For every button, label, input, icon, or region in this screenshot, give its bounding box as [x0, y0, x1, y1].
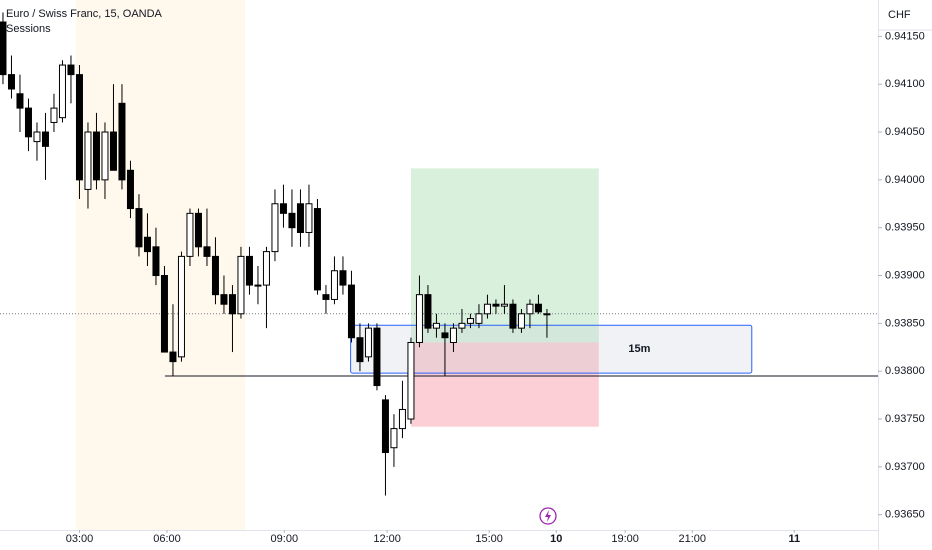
candle-body — [500, 303, 508, 307]
x-tick-label: 19:00 — [611, 533, 639, 545]
candle-body — [160, 275, 168, 353]
candle-body — [517, 313, 525, 329]
candle-body — [279, 203, 287, 214]
x-tick-label: 10 — [550, 533, 562, 545]
candle-body — [347, 284, 355, 339]
candle-body — [143, 236, 151, 253]
candle-body — [381, 399, 389, 454]
candle-body — [288, 212, 296, 229]
candle-body — [50, 107, 58, 123]
candle-body — [135, 208, 143, 248]
candle-body — [126, 169, 134, 210]
candle-body — [16, 93, 24, 109]
event-bolt — [545, 510, 551, 522]
candle-body — [194, 212, 202, 248]
y-tick-label: 0.94150 — [885, 30, 925, 42]
plot: 15m — [0, 0, 878, 530]
loss-zone — [410, 342, 599, 427]
candle-body — [169, 351, 177, 363]
currency-label: CHF — [888, 9, 911, 21]
profit-zone — [410, 168, 599, 343]
candle-body — [84, 131, 92, 190]
x-tick-label: 15:00 — [475, 533, 503, 545]
x-tick-label: 09:00 — [271, 533, 299, 545]
y-tick-label: 0.94050 — [885, 126, 925, 138]
x-tick-label: 21:00 — [679, 533, 707, 545]
candle-body — [432, 322, 440, 329]
candle-body — [109, 131, 117, 171]
candle-body — [92, 131, 100, 181]
candle-body — [245, 255, 253, 286]
indicator-name: Sessions — [6, 23, 51, 35]
candle-body — [458, 322, 466, 329]
candle-body — [475, 313, 483, 324]
candle-body — [262, 251, 270, 286]
candle-body — [211, 255, 219, 296]
candle-body — [415, 294, 423, 343]
x-tick-label: 06:00 — [153, 533, 181, 545]
y-tick-label: 0.93850 — [885, 317, 925, 329]
candle-body — [390, 428, 398, 449]
candle-body — [330, 270, 338, 300]
session-band — [76, 0, 246, 530]
candle-body — [322, 294, 330, 300]
candle-body — [356, 337, 364, 363]
x-tick-label: 12:00 — [373, 533, 401, 545]
y-tick-label: 0.93700 — [885, 461, 925, 473]
candle-body — [296, 203, 304, 233]
candle-body — [186, 212, 194, 257]
candle-body — [58, 64, 66, 119]
candle-body — [0, 21, 7, 76]
candle-body — [449, 327, 457, 343]
candle-body — [177, 255, 185, 358]
y-tick-label: 0.94000 — [885, 174, 925, 186]
candle-body — [466, 318, 474, 324]
y-tick-label: 0.93900 — [885, 269, 925, 281]
candle-body — [424, 294, 432, 329]
y-tick-label: 0.93800 — [885, 365, 925, 377]
candle-body — [237, 255, 245, 315]
chart-title: Euro / Swiss Franc, 15, OANDA — [6, 8, 163, 20]
candle-body — [118, 102, 126, 181]
candle-body — [228, 294, 236, 315]
candle-body — [526, 303, 534, 315]
candle-body — [364, 327, 372, 358]
candle-body — [305, 203, 313, 233]
candle-body — [75, 74, 83, 181]
x-tick-label: 11 — [788, 533, 800, 545]
candle-body — [407, 341, 415, 420]
y-tick-label: 0.94100 — [885, 78, 925, 90]
candle-body — [492, 303, 500, 307]
candle-body — [509, 303, 517, 329]
candle-body — [7, 74, 15, 90]
candle-body — [313, 208, 321, 291]
y-tick-label: 0.93650 — [885, 509, 925, 521]
candle-body — [271, 203, 279, 253]
candle-body — [441, 332, 449, 339]
x-tick-label: 03:00 — [66, 533, 94, 545]
candle-body — [152, 246, 160, 277]
candle-body — [373, 327, 381, 387]
candle-body — [339, 270, 347, 286]
range-box-label: 15m — [628, 343, 650, 355]
candle-body — [398, 408, 406, 430]
candle-body — [67, 64, 75, 76]
candle-body — [483, 303, 491, 315]
candle-body — [101, 131, 109, 181]
event-icon[interactable] — [539, 507, 557, 525]
y-tick-label: 0.93750 — [885, 413, 925, 425]
candle-body — [24, 107, 32, 138]
candle-body — [220, 294, 228, 305]
candle-body — [254, 284, 262, 287]
candle-body — [33, 131, 41, 143]
candle-body — [543, 313, 551, 316]
candle-body — [534, 303, 542, 313]
candle-body — [41, 131, 49, 147]
candle-body — [203, 246, 211, 257]
y-tick-label: 0.93950 — [885, 222, 925, 234]
